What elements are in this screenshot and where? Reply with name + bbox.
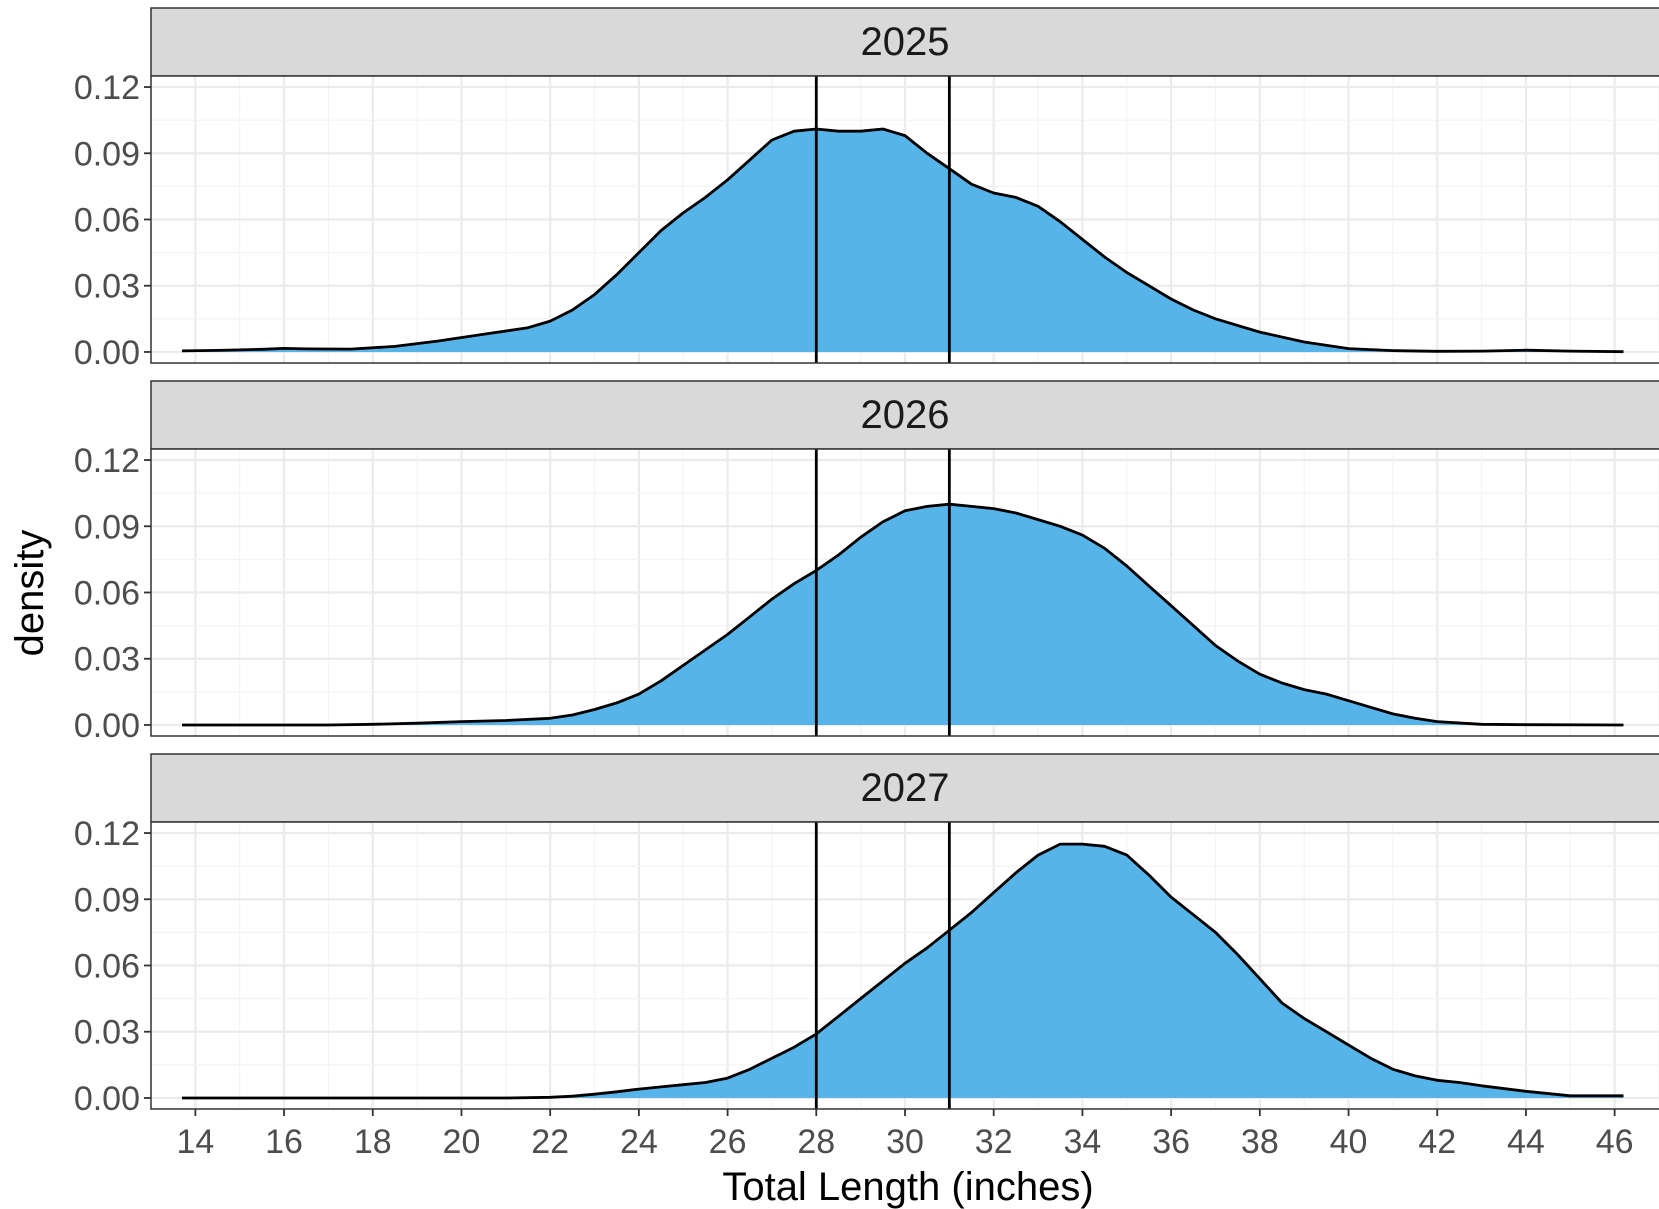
facet-strip [150, 7, 1659, 77]
y-tick-label: 0.12 [74, 442, 140, 480]
x-tick-label: 30 [886, 1123, 924, 1161]
density-area [182, 844, 1624, 1098]
x-tick-label: 38 [1241, 1123, 1279, 1161]
x-axis-title: Total Length (inches) [722, 1165, 1093, 1209]
density-area [182, 504, 1624, 725]
x-tick-label: 26 [709, 1123, 747, 1161]
y-tick-label: 0.09 [74, 508, 140, 546]
x-tick-label: 34 [1063, 1123, 1101, 1161]
facet-strip-label: 2025 [861, 20, 950, 64]
x-tick-label: 24 [620, 1123, 658, 1161]
y-axis-title: density [8, 530, 52, 657]
x-axis: 14 16 18 20 22 24 26 28 30 32 34 36 38 40 42 44 46 [176, 1109, 1634, 1161]
x-tick-label: 32 [975, 1123, 1013, 1161]
y-tick-label: 0.00 [74, 1080, 140, 1118]
panel-2027: 2027 0.00 0.03 0.06 0.09 0.12 [74, 753, 1659, 1118]
y-tick-label: 0.09 [74, 135, 140, 173]
density-line [181, 127, 1624, 354]
y-tick-label: 0.12 [74, 69, 140, 107]
x-tick-label: 20 [443, 1123, 481, 1161]
x-tick-label: 44 [1507, 1123, 1545, 1161]
density-line [182, 842, 1624, 1100]
density-area [182, 129, 1624, 352]
y-tick-label: 0.03 [74, 641, 140, 679]
y-tick-label: 0.09 [74, 881, 140, 919]
x-tick-label: 22 [531, 1123, 569, 1161]
y-tick-label: 0.00 [74, 707, 140, 745]
x-tick-label: 42 [1418, 1123, 1456, 1161]
y-tick-label: 0.06 [74, 948, 140, 986]
y-tick-label: 0.06 [74, 575, 140, 613]
y-tick-label: 0.06 [74, 202, 140, 240]
x-tick-label: 14 [176, 1123, 214, 1161]
density-line [182, 502, 1624, 727]
y-tick-label: 0.03 [74, 268, 140, 306]
x-tick-label: 46 [1596, 1123, 1634, 1161]
y-tick-label: 0.12 [74, 815, 140, 853]
x-tick-label: 16 [265, 1123, 303, 1161]
y-tick-label: 0.03 [74, 1014, 140, 1052]
panel-2025: 2025 0.00 0.03 0.06 0.09 0.12 [74, 7, 1659, 372]
x-tick-label: 36 [1152, 1123, 1190, 1161]
panel-2026: 2026 0.00 0.03 0.06 0.09 0.12 [74, 380, 1659, 745]
y-tick-label: 0.00 [74, 334, 140, 372]
facet-strip [150, 380, 1659, 450]
x-tick-label: 18 [354, 1123, 392, 1161]
x-tick-label: 28 [797, 1123, 835, 1161]
facet-strip-label: 2027 [861, 766, 950, 810]
x-tick-label: 40 [1330, 1123, 1368, 1161]
facet-strip-label: 2026 [861, 393, 950, 437]
facet-panels: 2025 0.00 0.03 0.06 0.09 0.12 2026 0.00 0.03 0.06… [74, 7, 1659, 1118]
